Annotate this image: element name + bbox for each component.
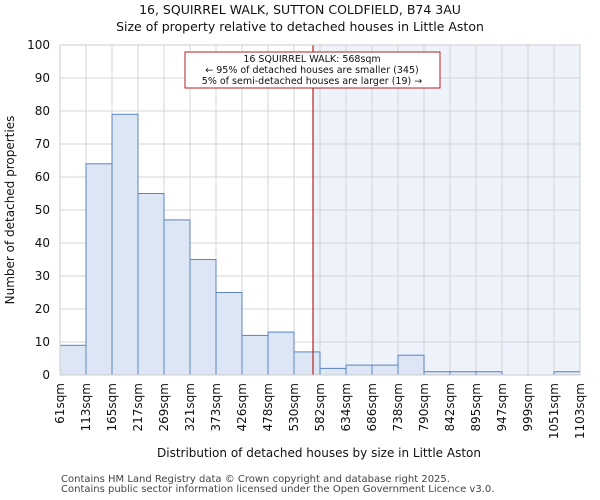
y-tick-label: 60	[35, 170, 50, 184]
histogram-bar	[137, 193, 165, 376]
histogram-bar	[215, 292, 243, 376]
annotation-line-3: 5% of semi-detached houses are larger (1…	[202, 76, 422, 87]
x-tick-label: 269sqm	[157, 383, 171, 431]
y-tick-label: 100	[27, 38, 50, 52]
x-tick-label: 113sqm	[79, 383, 93, 431]
histogram-bar	[371, 364, 399, 376]
histogram-bar	[85, 163, 113, 376]
histogram-bar	[189, 259, 217, 376]
x-tick-label: 478sqm	[261, 383, 275, 431]
x-axis-label: Distribution of detached houses by size …	[157, 446, 481, 460]
histogram-bar	[241, 334, 269, 376]
histogram-bar	[267, 331, 295, 376]
y-axis-ticks: 0 10 20 30 40 50 60 70 80 90 100	[27, 38, 50, 382]
y-tick-label: 40	[35, 236, 50, 250]
y-tick-label: 90	[35, 71, 50, 85]
y-tick-label: 0	[42, 368, 50, 382]
x-tick-label: 999sqm	[521, 383, 535, 431]
histogram-bar	[111, 113, 139, 376]
annotation-line-2: ← 95% of detached houses are smaller (34…	[205, 65, 418, 76]
x-tick-label: 738sqm	[391, 383, 405, 431]
histogram-bar	[59, 344, 87, 376]
histogram-bar	[397, 354, 425, 376]
y-tick-label: 20	[35, 302, 50, 316]
x-tick-label: 217sqm	[131, 383, 145, 431]
y-tick-label: 10	[35, 335, 50, 349]
x-tick-label: 321sqm	[183, 383, 197, 431]
y-axis-label: Number of detached properties	[3, 116, 17, 305]
histogram-bar	[163, 219, 191, 376]
x-tick-label: 686sqm	[365, 383, 379, 431]
footer-line-2: Contains public sector information licen…	[61, 484, 495, 495]
plot-frame	[59, 44, 581, 376]
x-tick-label: 790sqm	[417, 383, 431, 431]
x-tick-label: 634sqm	[339, 383, 353, 431]
x-tick-label: 1051sqm	[547, 383, 561, 439]
histogram-bar	[345, 364, 373, 376]
footer-line-1: Contains HM Land Registry data © Crown c…	[61, 474, 450, 485]
x-tick-label: 842sqm	[443, 383, 457, 431]
y-tick-label: 50	[35, 203, 50, 217]
y-tick-label: 70	[35, 137, 50, 151]
histogram-bar	[293, 351, 321, 376]
x-tick-label: 582sqm	[313, 383, 327, 431]
x-tick-label: 61sqm	[53, 383, 67, 424]
histogram-bar	[319, 367, 347, 376]
x-tick-label: 165sqm	[105, 383, 119, 431]
annotation-frame	[184, 51, 441, 89]
annotation-line-1: 16 SQUIRREL WALK: 568sqm	[243, 54, 380, 65]
x-tick-label: 530sqm	[287, 383, 301, 431]
x-tick-label: 426sqm	[235, 383, 249, 431]
bars	[59, 113, 581, 376]
chart-subtitle: Size of property relative to detached ho…	[116, 19, 484, 34]
x-tick-label: 895sqm	[469, 383, 483, 431]
y-tick-label: 80	[35, 104, 50, 118]
x-tick-label: 1103sqm	[573, 383, 587, 439]
annotation-box: 16 SQUIRREL WALK: 568sqm ← 95% of detach…	[184, 51, 441, 89]
y-tick-label: 30	[35, 269, 50, 283]
x-axis-ticks: 61sqm 113sqm 165sqm 217sqm 269sqm 321sqm 373sq…	[53, 383, 587, 439]
x-tick-label: 373sqm	[209, 383, 223, 431]
x-tick-label: 947sqm	[495, 383, 509, 431]
chart-title: 16, SQUIRREL WALK, SUTTON COLDFIELD, B74…	[139, 2, 461, 17]
